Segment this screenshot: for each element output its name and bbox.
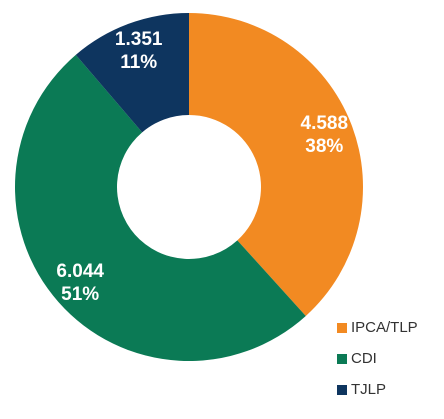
legend-label: IPCA/TLP <box>351 319 418 336</box>
value-label: 1.351 <box>115 29 163 50</box>
value-label: 6.044 <box>56 261 104 282</box>
slice <box>75 13 189 133</box>
percentage-label: 51% <box>61 284 99 305</box>
legend-label: CDI <box>351 350 377 367</box>
legend-label: TJLP <box>351 381 386 398</box>
slice <box>14 54 306 362</box>
percentage-label: 38% <box>305 136 343 157</box>
slice <box>189 13 363 316</box>
value-label: 4.588 <box>301 113 349 134</box>
legend-swatch <box>337 323 347 333</box>
legend-swatch <box>337 385 347 395</box>
percentage-label: 11% <box>120 52 157 73</box>
legend-swatch <box>337 354 347 364</box>
